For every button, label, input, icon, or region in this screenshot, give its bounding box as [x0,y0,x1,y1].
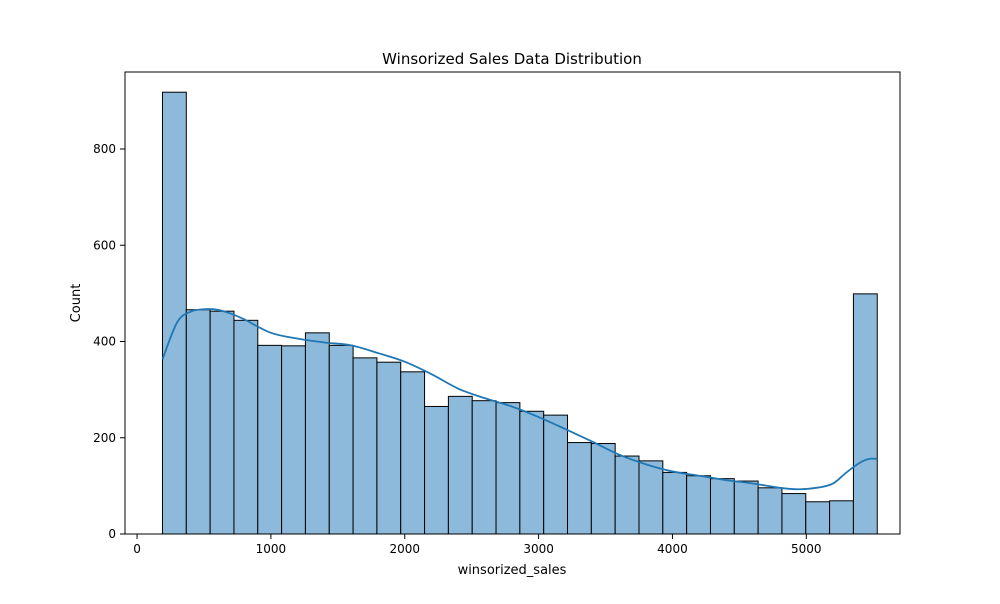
histogram-bar [805,501,831,535]
histogram-bars [161,91,878,535]
histogram-bar [686,475,711,535]
histogram-bar [352,357,378,535]
y-tick-label: 600 [93,238,116,252]
histogram-bar [424,405,449,535]
histogram-bar [209,310,235,535]
histogram-bar [567,442,592,535]
histogram-bar [709,478,735,535]
histogram-bar [400,371,426,535]
histogram-bar [733,480,759,535]
y-tick-label: 800 [93,142,116,156]
x-tick-label: 1000 [256,542,287,556]
histogram-bar [590,443,616,535]
histogram-bar [376,361,402,535]
histogram-bar [328,344,354,535]
chart-title: Winsorized Sales Data Distribution [382,50,642,68]
y-tick-label: 200 [93,431,116,445]
x-tick-label: 4000 [657,542,688,556]
x-tick-label: 2000 [389,542,420,556]
kde-line [161,308,878,491]
histogram-bar [447,395,473,535]
histogram-bar [638,460,664,535]
histogram-bar [781,493,807,535]
histogram-bar [233,319,259,535]
x-axis-ticks: 0 1000 2000 3000 4000 5000 [133,534,822,556]
histogram-bar [852,293,878,535]
x-axis-label: winsorized_sales [458,563,567,578]
histogram-bar [495,402,521,535]
histogram-bar [281,345,306,535]
histogram-bar [257,344,283,535]
x-tick-label: 5000 [791,542,822,556]
histogram-bar [614,455,640,535]
y-axis-ticks: 0 200 400 600 800 [93,142,125,541]
histogram-bar [662,471,688,535]
histogram-bar [185,309,211,535]
plot-area-frame [124,71,901,535]
histogram-bar [471,400,497,535]
y-axis-label: Count [69,284,84,323]
kde-curve [161,308,878,491]
histogram-bar [829,500,854,535]
y-tick-label: 0 [108,527,116,541]
x-tick-label: 0 [133,542,141,556]
histogram-bar [519,410,545,535]
x-tick-label: 3000 [523,542,554,556]
histogram-bar [304,332,330,535]
histogram-bar [161,91,187,535]
histogram-bar [757,487,783,535]
histogram-bar [543,414,569,535]
y-tick-label: 400 [93,335,116,349]
